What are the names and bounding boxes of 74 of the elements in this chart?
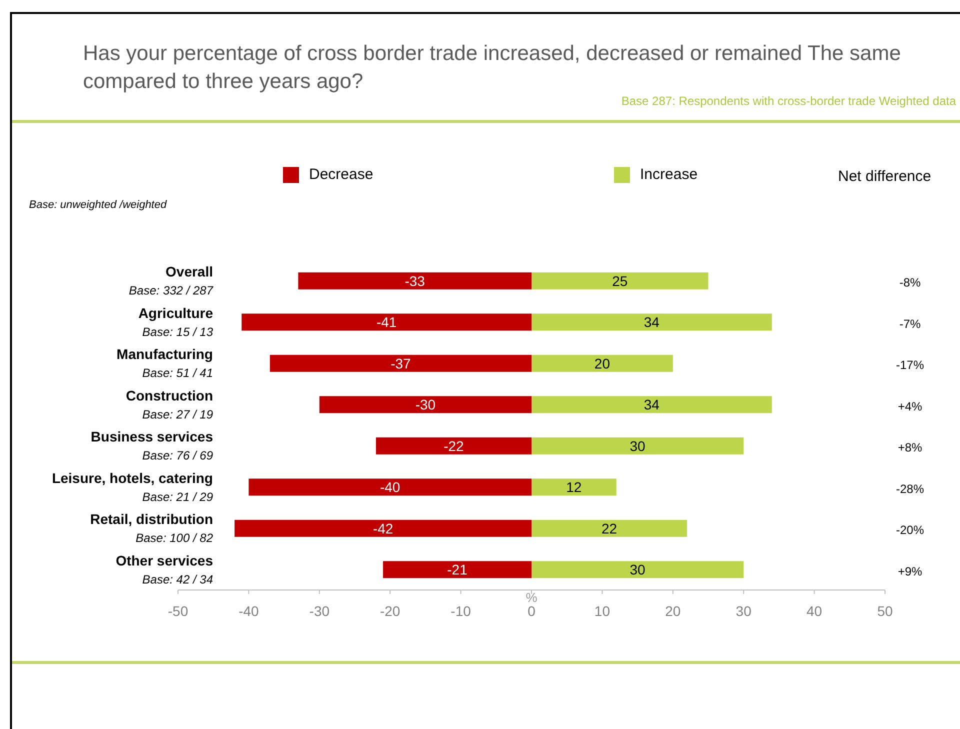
x-tick-label: 20 bbox=[665, 602, 681, 619]
annotation: Base: 76 / 69 bbox=[142, 448, 214, 463]
y-tick-label: Manufacturing bbox=[116, 346, 213, 362]
bar bbox=[532, 396, 772, 414]
bar bbox=[532, 520, 688, 537]
data-label: 25 bbox=[612, 272, 628, 289]
data-label: -40 bbox=[380, 479, 400, 496]
x-tick-label: 50 bbox=[877, 602, 893, 619]
data-label: -21 bbox=[447, 562, 468, 578]
data-label: 34 bbox=[644, 396, 660, 413]
y-tick-label: Leisure, hotels, catering bbox=[52, 470, 213, 486]
x-tick-label: -50 bbox=[168, 602, 188, 619]
data-label: 30 bbox=[630, 438, 646, 454]
legend-label: Decrease bbox=[309, 166, 374, 183]
annotation: Base: 42 / 34 bbox=[142, 572, 214, 586]
data-label: -22 bbox=[444, 438, 464, 454]
text: +4% bbox=[898, 399, 922, 414]
text: -28% bbox=[896, 482, 924, 496]
bar bbox=[532, 314, 772, 331]
y-tick-label: Construction bbox=[126, 387, 213, 404]
x-tick-label: -30 bbox=[309, 602, 330, 619]
annotation: Base: 100 / 82 bbox=[136, 531, 214, 546]
annotation: Base: 332 / 287 bbox=[128, 284, 214, 298]
data-label: -42 bbox=[372, 520, 394, 536]
bar bbox=[532, 437, 744, 454]
text: Net difference bbox=[838, 168, 932, 185]
x-tick-label: -40 bbox=[238, 602, 260, 619]
annotation: Base: 21 / 29 bbox=[142, 490, 214, 504]
y-tick-label: Other services bbox=[116, 552, 214, 568]
y-tick-label: Overall bbox=[166, 264, 213, 280]
bar bbox=[532, 478, 616, 496]
x-tick-label: 30 bbox=[736, 602, 752, 619]
bar bbox=[319, 396, 532, 414]
bar bbox=[298, 272, 532, 290]
x-tick-label: 0 bbox=[528, 602, 536, 619]
y-tick-label: Agriculture bbox=[138, 304, 214, 321]
text: -7% bbox=[899, 316, 921, 331]
y-tick-label: Business services bbox=[90, 428, 214, 445]
data-label: -41 bbox=[376, 314, 397, 330]
x-tick-label: -10 bbox=[450, 602, 472, 619]
bar bbox=[270, 354, 532, 372]
annotation: Base: 15 / 13 bbox=[142, 324, 214, 339]
data-label: 20 bbox=[594, 355, 610, 372]
annotation: Base: 51 / 41 bbox=[142, 366, 213, 380]
text: -20% bbox=[896, 523, 924, 538]
bar bbox=[383, 561, 532, 578]
y-tick-label: Retail, distribution bbox=[90, 511, 213, 528]
data-label: 12 bbox=[566, 479, 582, 496]
text: +9% bbox=[898, 564, 922, 578]
bar bbox=[248, 478, 532, 496]
x-tick-label: 40 bbox=[806, 602, 822, 619]
bar bbox=[376, 437, 532, 454]
text: +8% bbox=[898, 440, 922, 455]
data-label: -33 bbox=[404, 272, 426, 289]
bar bbox=[242, 314, 532, 331]
data-label: -30 bbox=[415, 396, 436, 413]
annotation: Base: 27 / 19 bbox=[142, 407, 214, 422]
bar bbox=[532, 561, 744, 578]
data-label: 30 bbox=[630, 562, 646, 578]
chart-title: Has your percentage of cross border trade increased, decreased or remained The same compared to three years ago? bbox=[83, 42, 901, 93]
x-tick-label: -20 bbox=[380, 602, 400, 619]
text: Base: unweighted /weighted bbox=[29, 199, 167, 211]
legend-label: Increase bbox=[640, 166, 698, 183]
data-label: 22 bbox=[601, 520, 618, 536]
text: -8% bbox=[899, 276, 921, 290]
bar bbox=[234, 520, 532, 537]
chart-subtitle: Base 287: Respondents with cross-border trade Weighted data bbox=[621, 94, 956, 108]
bar bbox=[532, 354, 673, 372]
x-axis-title: % bbox=[526, 590, 538, 606]
data-label: -37 bbox=[390, 355, 412, 372]
text: -17% bbox=[896, 358, 924, 372]
x-tick-label: 10 bbox=[594, 602, 610, 619]
data-label: 34 bbox=[644, 314, 660, 330]
bar bbox=[532, 272, 708, 290]
